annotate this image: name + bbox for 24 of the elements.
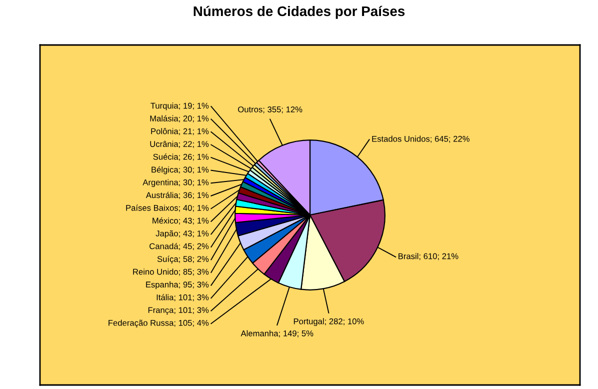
slice-label: Suécia; 26; 1% <box>153 154 209 161</box>
slice-label: Malásia; 20; 1% <box>150 115 209 122</box>
slice-label: Estados Unidos; 645; 22% <box>372 136 470 143</box>
slice-label: Argentina; 30; 1% <box>142 179 209 187</box>
slice-label: Federação Russa; 105; 4% <box>108 320 209 328</box>
slice-label: Espanha; 95; 3% <box>146 281 209 290</box>
slice-label: Brasil; 610; 21% <box>398 253 458 260</box>
slice-label: Alemanha; 149; 5% <box>240 330 314 338</box>
slice-label: Ucrânia; 22; 1% <box>150 140 209 148</box>
slice-label: Bélgica; 30; 1% <box>152 166 209 174</box>
slice-label: Portugal; 282; 10% <box>294 318 364 326</box>
slice-label: França; 101; 3% <box>148 307 209 315</box>
slice-label: Polônia; 21; 1% <box>151 128 209 136</box>
slice-label: Outros; 355; 12% <box>238 106 302 114</box>
slice-label: Turquia; 19; 1% <box>150 102 209 110</box>
slice-label: Austrália; 36; 1% <box>146 192 209 200</box>
slice-label: Itália; 101; 3% <box>156 294 209 302</box>
chart-title: Números de Cidades por Países <box>194 6 405 19</box>
slice-label: Reino Unido; 85; 3% <box>133 268 209 276</box>
slice-label: Países Baixos; 40; 1% <box>126 204 209 212</box>
slice-label: Suíça; 58; 2% <box>157 256 209 264</box>
slice-label: México; 43; 1% <box>152 217 209 225</box>
slice-label: Japão; 43; 1% <box>156 230 209 238</box>
slice-label: Canadá; 45; 2% <box>150 242 209 250</box>
